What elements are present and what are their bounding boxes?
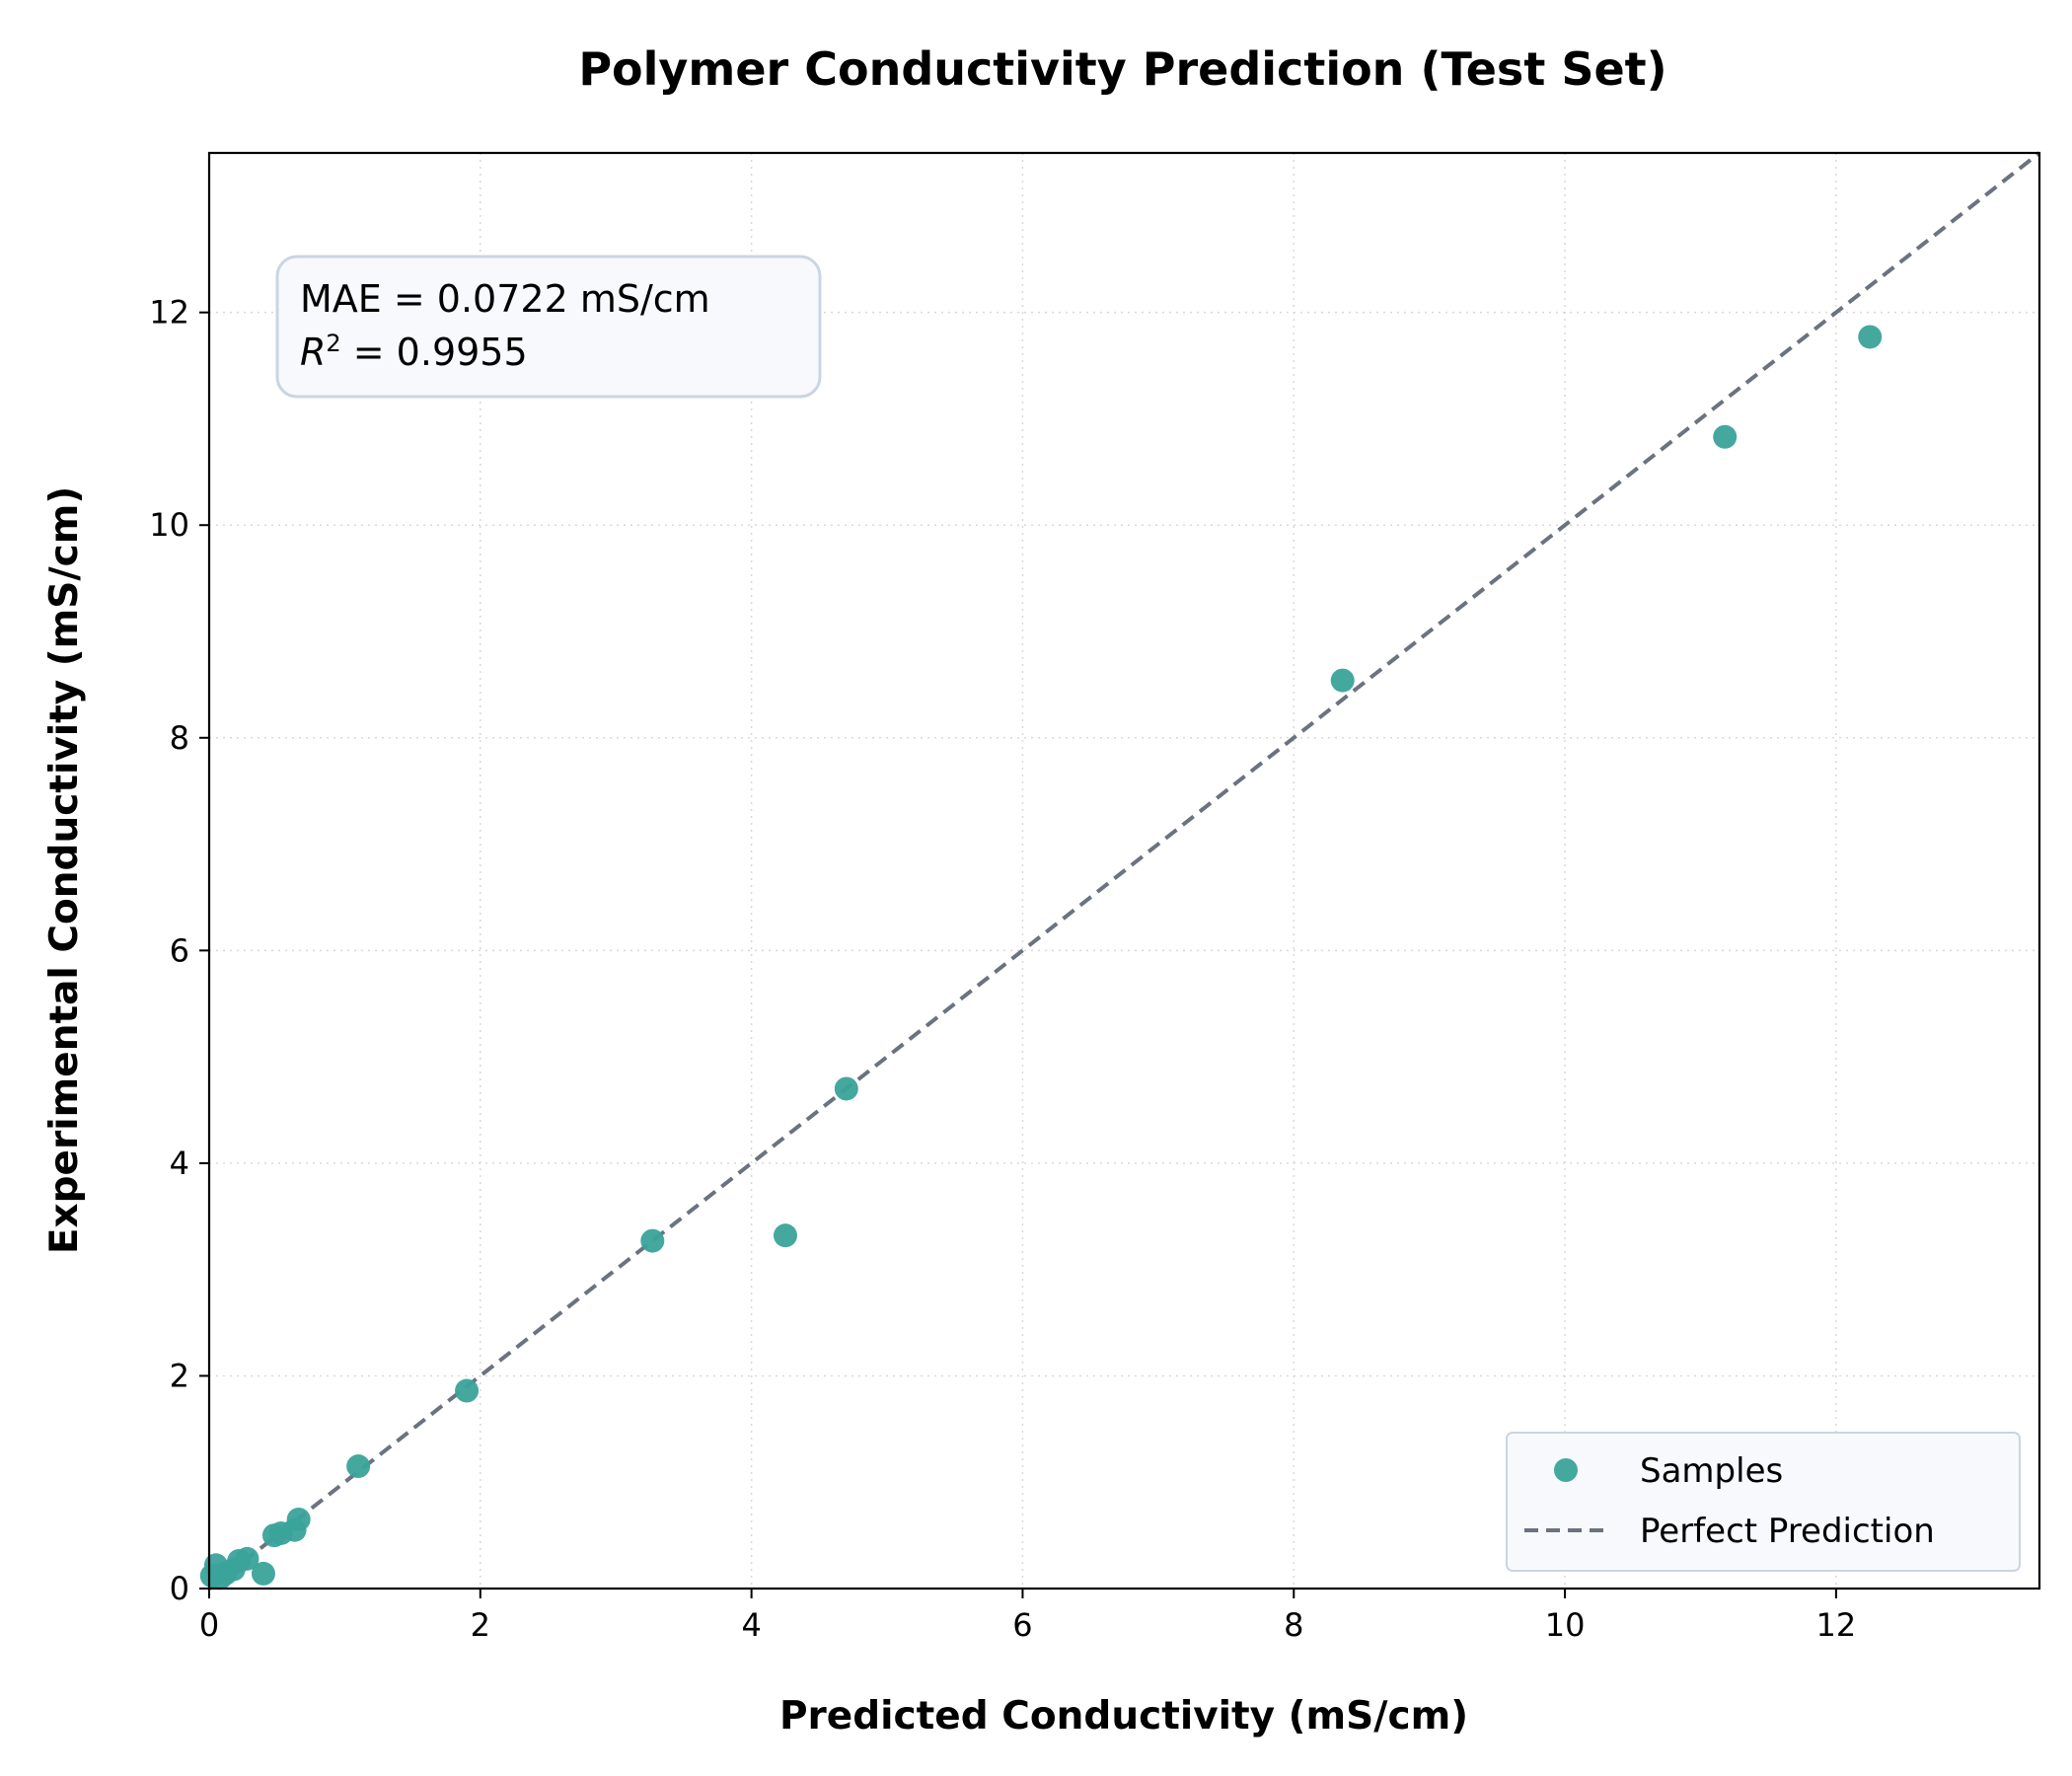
y-tick-label: 8 [170, 719, 189, 757]
x-tick-label: 4 [741, 1606, 761, 1644]
r2-symbol: R [300, 331, 326, 374]
sample-point [1713, 424, 1738, 449]
legend-box [1506, 1432, 2021, 1572]
mae-text: MAE = 0.0722 mS/cm [300, 277, 710, 321]
stats-annotation: MAE = 0.0722 mS/cm R2 = 0.9955 [275, 255, 822, 399]
x-tick-label: 2 [471, 1606, 490, 1644]
legend-samples-marker [1554, 1458, 1578, 1482]
sample-point [640, 1228, 665, 1253]
y-tick-label: 0 [170, 1570, 189, 1607]
sample-point [235, 1546, 259, 1571]
x-tick-label: 0 [199, 1606, 219, 1644]
sample-point [346, 1454, 371, 1479]
r2-value: = 0.9955 [341, 331, 528, 374]
sample-point [834, 1076, 858, 1101]
y-tick-label: 10 [149, 506, 189, 544]
reference-line-layer [207, 151, 2041, 1591]
sample-point [251, 1561, 275, 1586]
perfect-prediction-line [207, 151, 2041, 1591]
plot-area-frame [207, 151, 2041, 1591]
sample-point [455, 1378, 480, 1403]
legend: Samples Perfect Prediction [1506, 1432, 2021, 1572]
stats-box [275, 255, 822, 399]
y-tick-label: 2 [170, 1357, 189, 1394]
x-tick-label: 12 [1816, 1606, 1857, 1644]
legend-samples-label: Samples [1640, 1451, 1783, 1491]
legend-perfect-label: Perfect Prediction [1640, 1512, 1935, 1551]
x-axis-label: Predicted Conductivity (mS/cm) [779, 1694, 1468, 1739]
x-tick-label: 6 [1012, 1606, 1032, 1644]
axis-ticks: 0 2 4 6 8 10 12 0 2 4 6 8 10 12 [149, 294, 1856, 1644]
sample-point [773, 1223, 797, 1248]
sample-point [1330, 668, 1355, 693]
y-axis-label: Experimental Conductivity (mS/cm) [42, 486, 87, 1254]
y-tick-label: 6 [170, 931, 189, 969]
x-tick-label: 8 [1284, 1606, 1303, 1644]
r2-text: R2 = 0.9955 [300, 330, 528, 374]
r2-exponent: 2 [326, 330, 340, 357]
x-tick-label: 10 [1545, 1606, 1586, 1644]
chart-title: Polymer Conductivity Prediction (Test Se… [578, 42, 1666, 96]
y-tick-label: 12 [149, 294, 189, 332]
y-tick-label: 4 [170, 1145, 189, 1182]
sample-point [286, 1507, 311, 1531]
sample-point [1858, 325, 1883, 349]
